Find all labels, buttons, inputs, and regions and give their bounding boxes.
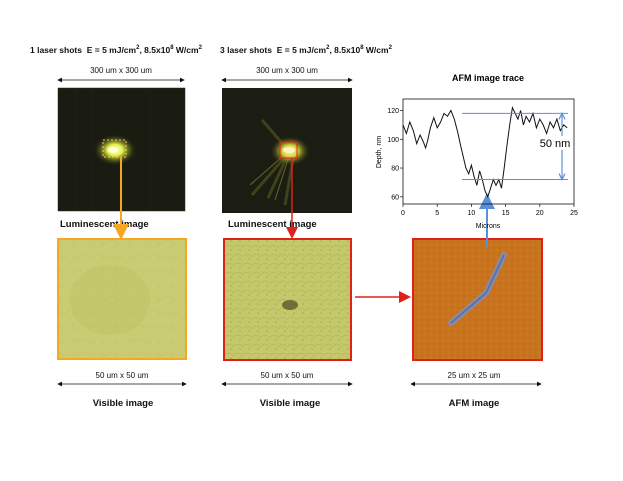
luminescent-image-mid	[222, 88, 352, 213]
depth-annotation: 50 nm	[540, 138, 571, 150]
x-tick-label: 25	[570, 210, 578, 217]
x-tick-label: 15	[502, 210, 510, 217]
depth-arrow-head-top	[558, 112, 566, 120]
visible-image-mid	[223, 238, 352, 361]
dim-label-afm: 25 um x 25 um	[447, 371, 501, 380]
y-tick-label: 120	[387, 108, 399, 115]
caption-vis-left: Visible image	[92, 398, 154, 409]
caption-lum-left: Luminescent image	[60, 219, 149, 230]
dim-label-vis-left: 50 um x 50 um	[95, 371, 149, 380]
dim-label-vis-mid: 50 um x 50 um	[260, 371, 314, 380]
header-left: 1 laser shots E = 5 mJ/cm2, 8.5x108 W/cm…	[30, 45, 202, 55]
header-mid: 3 laser shots E = 5 mJ/cm2, 8.5x108 W/cm…	[220, 45, 392, 55]
visible-image-left	[57, 238, 187, 360]
x-axis-label: Microns	[476, 223, 501, 230]
plot-frame	[402, 98, 575, 205]
trace-line	[402, 105, 568, 199]
caption-lum-mid: Luminescent image	[228, 219, 317, 230]
x-tick-label: 0	[401, 210, 405, 217]
y-tick-label: 60	[391, 194, 399, 201]
x-tick-label: 10	[468, 210, 476, 217]
afm-trace-chart: AFM image trace 0 5 10 15 20 25 60 80 100 120 Micro…	[376, 73, 578, 230]
annotation-bg	[540, 136, 570, 150]
y-tick-label: 80	[391, 166, 399, 173]
y-axis-label: Depth, nm	[376, 136, 383, 168]
x-tick-label: 20	[536, 210, 544, 217]
roi-box-mid	[279, 141, 298, 159]
afm-image	[412, 238, 543, 361]
dim-label-lum-mid: 300 um x 300 um	[256, 66, 318, 75]
y-tick-label: 100	[387, 137, 399, 144]
depth-arrow-head-bottom	[558, 173, 566, 181]
caption-afm: AFM image	[448, 398, 500, 409]
chart-title: AFM image trace	[452, 73, 524, 83]
dim-label-lum-left: 300 um x 300 um	[90, 66, 152, 75]
caption-vis-mid: Visible image	[259, 398, 321, 409]
x-tick-label: 5	[435, 210, 439, 217]
